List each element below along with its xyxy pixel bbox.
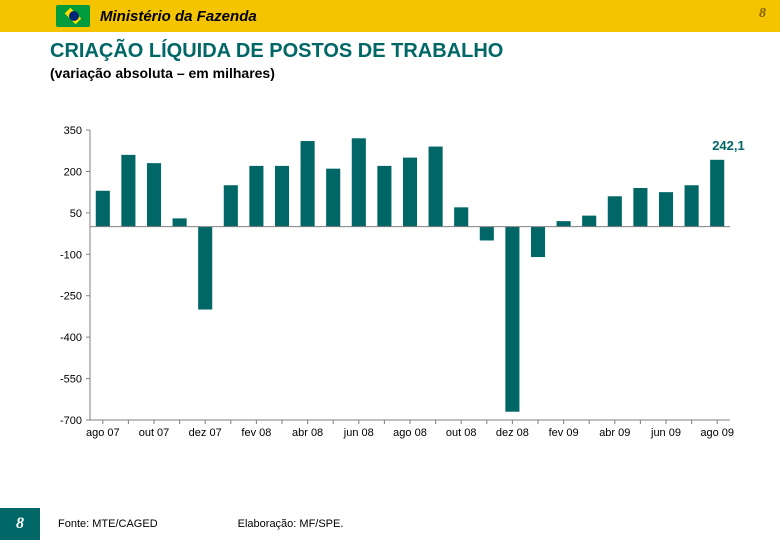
page-title: CRIAÇÃO LÍQUIDA DE POSTOS DE TRABALHO — [50, 40, 780, 63]
last-value-annotation: 242,1 — [712, 138, 745, 153]
svg-text:ago 08: ago 08 — [393, 427, 427, 439]
svg-text:out 08: out 08 — [446, 427, 477, 439]
page-number-bottom: 8 — [0, 508, 40, 540]
svg-text:jun 09: jun 09 — [650, 427, 681, 439]
svg-text:-100: -100 — [60, 249, 82, 261]
ministry-name: Ministério da Fazenda — [100, 8, 257, 25]
svg-text:out 07: out 07 — [139, 427, 170, 439]
footer: 8 Fonte: MTE/CAGED Elaboração: MF/SPE. — [0, 508, 780, 540]
svg-text:200: 200 — [64, 166, 82, 178]
svg-text:350: 350 — [64, 125, 82, 137]
page-subtitle: (variação absoluta – em milhares) — [50, 65, 780, 81]
svg-text:abr 09: abr 09 — [599, 427, 630, 439]
page-number-top: 8 — [759, 6, 766, 22]
svg-text:ago 07: ago 07 — [86, 427, 120, 439]
svg-text:-250: -250 — [60, 291, 82, 303]
svg-text:jun 08: jun 08 — [343, 427, 374, 439]
header-bar: Ministério da Fazenda 8 — [0, 0, 780, 32]
elaboration-label: Elaboração: MF/SPE. — [238, 518, 344, 530]
svg-text:fev 08: fev 08 — [241, 427, 271, 439]
svg-text:dez 08: dez 08 — [496, 427, 529, 439]
svg-text:-700: -700 — [60, 415, 82, 427]
svg-text:50: 50 — [70, 208, 82, 220]
svg-text:fev 09: fev 09 — [549, 427, 579, 439]
bar-chart: -700 -550 -400 -250 -100 50 200 350 ago 07 out 07… — [50, 120, 740, 460]
svg-text:ago 09: ago 09 — [700, 427, 734, 439]
svg-text:abr 08: abr 08 — [292, 427, 323, 439]
svg-text:-550: -550 — [60, 374, 82, 386]
brazil-flag-icon — [56, 5, 90, 27]
source-label: Fonte: MTE/CAGED — [58, 518, 158, 530]
svg-text:-400: -400 — [60, 332, 82, 344]
svg-text:dez 07: dez 07 — [189, 427, 222, 439]
